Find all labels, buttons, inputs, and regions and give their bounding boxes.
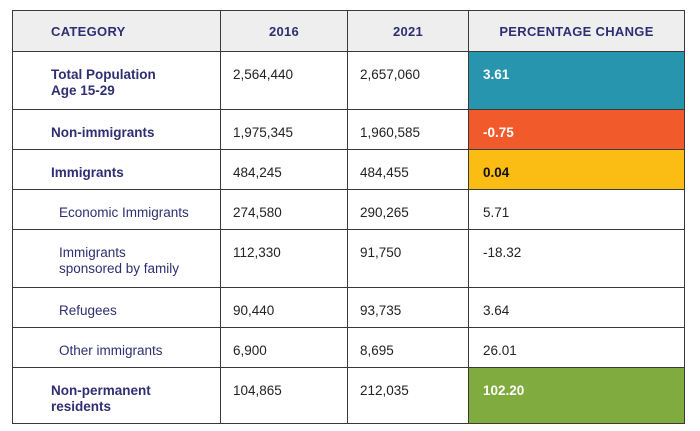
category-cell: Economic Immigrants [12, 189, 221, 230]
value-2016-cell: 112,330 [220, 229, 348, 288]
table-row: Economic Immigrants 274,580 290,265 5.71 [12, 189, 685, 230]
value-2021-cell: 93,735 [347, 287, 469, 328]
header-row: CATEGORY 2016 2021 PERCENTAGE CHANGE [12, 10, 685, 52]
category-cell: Immigrants sponsored by family [12, 229, 221, 288]
category-cell: Total Population Age 15-29 [12, 51, 221, 110]
category-cell: Other immigrants [12, 327, 221, 368]
value-2016-cell: 274,580 [220, 189, 348, 230]
category-cell: Immigrants [12, 149, 221, 190]
value-2021-cell: 290,265 [347, 189, 469, 230]
value-2016-cell: 104,865 [220, 367, 348, 424]
percentage-change-cell: 3.64 [468, 287, 685, 328]
value-2021-cell: 212,035 [347, 367, 469, 424]
table-row: Non-immigrants 1,975,345 1,960,585 -0.75 [12, 109, 685, 150]
header-2016: 2016 [220, 10, 348, 52]
percentage-change-cell: 26.01 [468, 327, 685, 368]
value-2021-cell: 1,960,585 [347, 109, 469, 150]
table-row: Refugees 90,440 93,735 3.64 [12, 287, 685, 328]
header-category: CATEGORY [12, 10, 221, 52]
value-2016-cell: 2,564,440 [220, 51, 348, 110]
percentage-change-cell: -0.75 [468, 109, 685, 150]
value-2021-cell: 8,695 [347, 327, 469, 368]
percentage-change-cell: 102.20 [468, 367, 685, 424]
category-cell: Non-immigrants [12, 109, 221, 150]
value-2021-cell: 91,750 [347, 229, 469, 288]
value-2016-cell: 1,975,345 [220, 109, 348, 150]
category-cell: Non-permanent residents [12, 367, 221, 424]
value-2016-cell: 484,245 [220, 149, 348, 190]
table-row: Immigrants 484,245 484,455 0.04 [12, 149, 685, 190]
value-2021-cell: 484,455 [347, 149, 469, 190]
table-row: Non-permanent residents 104,865 212,035 102… [12, 367, 685, 424]
table-row: Immigrants sponsored by family 112,330 91,… [12, 229, 685, 288]
header-percentage-change: PERCENTAGE CHANGE [468, 10, 685, 52]
header-2021: 2021 [347, 10, 469, 52]
table-row: Total Population Age 15-29 2,564,440 2,657… [12, 51, 685, 110]
table-row: Other immigrants 6,900 8,695 26.01 [12, 327, 685, 368]
value-2016-cell: 6,900 [220, 327, 348, 368]
value-2021-cell: 2,657,060 [347, 51, 469, 110]
percentage-change-cell: 5.71 [468, 189, 685, 230]
immigration-table: CATEGORY 2016 2021 PERCENTAGE CHANGE Tot… [12, 10, 685, 424]
percentage-change-cell: -18.32 [468, 229, 685, 288]
category-cell: Refugees [12, 287, 221, 328]
value-2016-cell: 90,440 [220, 287, 348, 328]
percentage-change-cell: 0.04 [468, 149, 685, 190]
percentage-change-cell: 3.61 [468, 51, 685, 110]
